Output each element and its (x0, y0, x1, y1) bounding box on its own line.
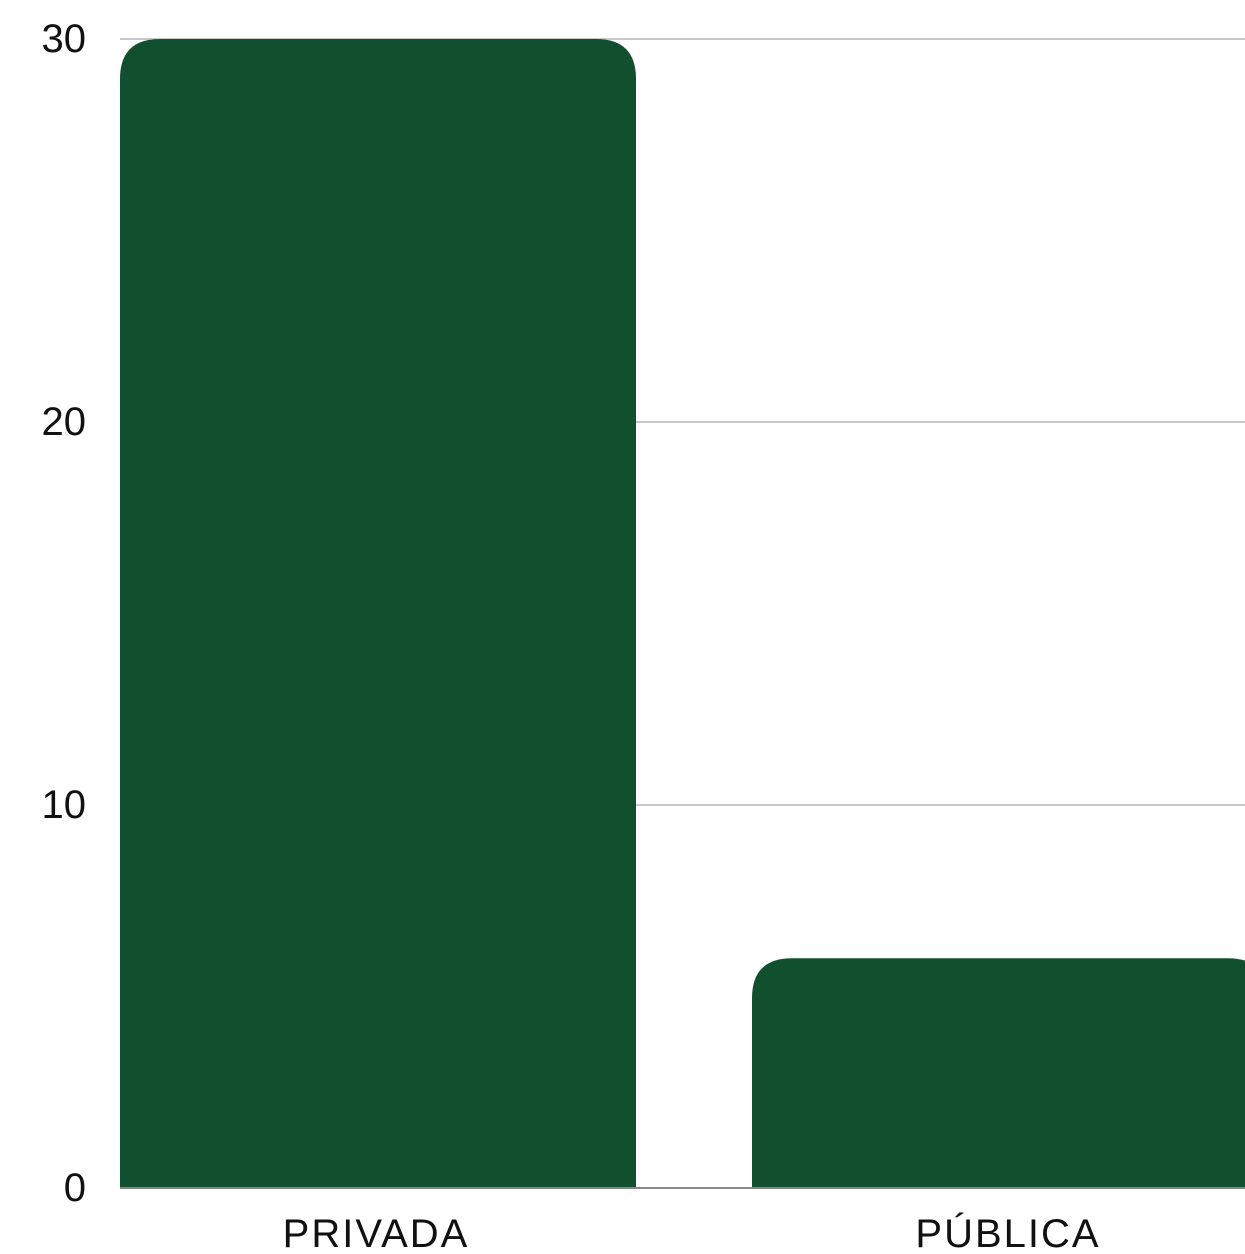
y-tick-label-10: 10 (42, 783, 87, 827)
y-tick-label-30: 30 (42, 17, 87, 61)
bars (120, 39, 1245, 1188)
x-axis-labels: PRIVADA PÚBLICA (283, 1211, 1100, 1254)
y-axis-ticks: 0 10 20 30 (42, 17, 87, 1210)
bar-privada (120, 39, 636, 1188)
x-category-label-privada: PRIVADA (283, 1212, 470, 1254)
x-category-label-pública: PÚBLICA (915, 1211, 1100, 1254)
y-tick-label-20: 20 (42, 400, 87, 444)
y-tick-label-0: 0 (64, 1166, 86, 1210)
bar-pública (752, 958, 1245, 1188)
